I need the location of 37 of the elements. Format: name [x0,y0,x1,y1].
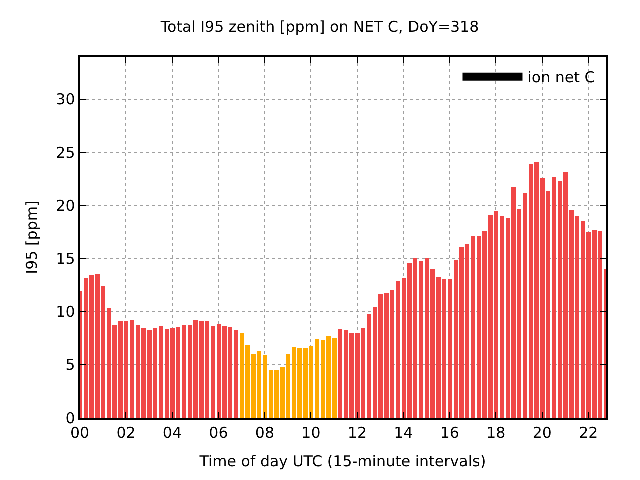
x-tick-label: 16 [440,424,460,442]
x-tick-label: 14 [394,424,414,442]
bar [338,329,342,418]
bar [182,325,186,418]
x-tick-label: 18 [486,424,506,442]
bar [234,330,238,418]
bar [448,279,452,418]
y-tick-label: 10 [56,303,76,322]
bar [130,320,134,418]
y-tick-label: 30 [56,90,76,109]
bar [471,236,475,418]
x-tick-label: 20 [532,424,552,442]
bar [419,261,423,418]
bar [523,193,527,418]
bar [396,281,400,418]
y-tick-label: 20 [56,196,76,215]
x-axis-title: Time of day UTC (15-minute intervals) [198,452,486,470]
y-tick-label: 15 [56,250,76,268]
y-tick-label: 25 [56,144,76,162]
chart-title: Total I95 zenith [ppm] on NET C, DoY=318 [160,18,480,36]
bar [159,326,163,418]
x-tick-label: 06 [209,424,228,442]
bar [315,339,319,418]
y-tick-label: 5 [66,356,76,374]
x-tick-label: 22 [579,424,598,442]
x-tick-label: 08 [255,424,275,442]
x-tick-label: 02 [116,424,136,442]
bar [211,326,215,418]
text: ion net C [528,68,596,87]
y-axis-title: I95 [ppm] [22,200,41,274]
bar [552,177,556,418]
x-tick-label: 04 [162,424,182,442]
bar [500,216,504,418]
x-tick-label: 10 [302,424,321,442]
bar [367,314,371,418]
x-tick-label: 12 [348,424,367,442]
bar [263,355,267,418]
